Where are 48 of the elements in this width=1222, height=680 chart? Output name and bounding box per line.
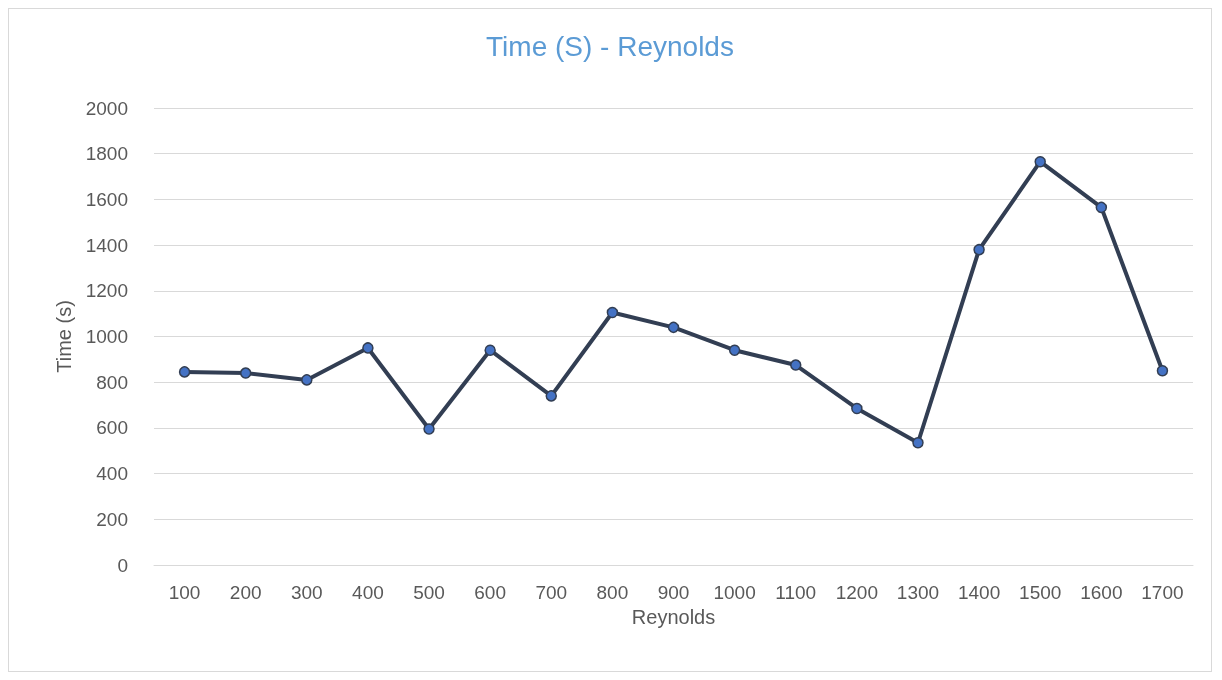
x-axis-title: Reynolds xyxy=(631,605,716,628)
point xyxy=(301,374,313,386)
x-tick-label: 1400 xyxy=(957,582,1001,603)
x-tick-label: 1600 xyxy=(1080,582,1123,603)
point xyxy=(545,390,558,402)
point xyxy=(790,359,802,371)
y-tick-label: 1000 xyxy=(85,326,128,347)
point xyxy=(423,423,435,435)
point xyxy=(912,437,924,449)
y-tick-label: 2000 xyxy=(85,97,128,119)
y-tick-label: 1400 xyxy=(85,234,128,256)
x-tick-label: 900 xyxy=(657,582,690,603)
x-tick-label: 1100 xyxy=(775,582,817,603)
x-tick-label: 500 xyxy=(413,582,445,603)
y-tick-label: 800 xyxy=(96,371,128,393)
chart-title: Time (S) - Reynolds xyxy=(486,30,734,62)
y-tick-label: 1600 xyxy=(85,188,128,210)
y-tick-label: 600 xyxy=(96,417,128,439)
point xyxy=(667,321,680,334)
point xyxy=(362,342,374,354)
x-tick-label: 700 xyxy=(535,582,568,603)
x-tick-label: 1700 xyxy=(1141,582,1184,603)
point xyxy=(728,344,741,356)
x-tick-label: 800 xyxy=(596,582,629,603)
x-tick-label: 100 xyxy=(168,582,201,603)
y-axis-title: Time (s) xyxy=(53,300,75,373)
x-tick-label: 1200 xyxy=(835,582,878,603)
x-tick-label: 300 xyxy=(290,582,323,603)
x-tick-label: 1000 xyxy=(713,582,756,603)
y-tick-label: 1200 xyxy=(85,280,128,302)
point xyxy=(1095,201,1108,214)
y-tick-label: 400 xyxy=(96,463,128,485)
y-tick-label: 1800 xyxy=(85,143,128,165)
point xyxy=(606,306,619,319)
point xyxy=(484,344,496,356)
y-tick-label: 0 xyxy=(117,554,128,576)
point xyxy=(851,402,863,415)
point xyxy=(973,243,985,256)
point xyxy=(178,366,191,378)
x-tick-label: 1300 xyxy=(896,582,940,603)
x-tick-label: 1500 xyxy=(1019,582,1062,603)
point xyxy=(239,367,252,379)
y-tick-label: 200 xyxy=(96,508,128,530)
point xyxy=(1156,365,1169,377)
x-tick-label: 600 xyxy=(474,582,506,603)
x-tick-label: 200 xyxy=(229,582,262,603)
point xyxy=(1034,155,1046,168)
x-tick-label: 400 xyxy=(352,582,384,603)
